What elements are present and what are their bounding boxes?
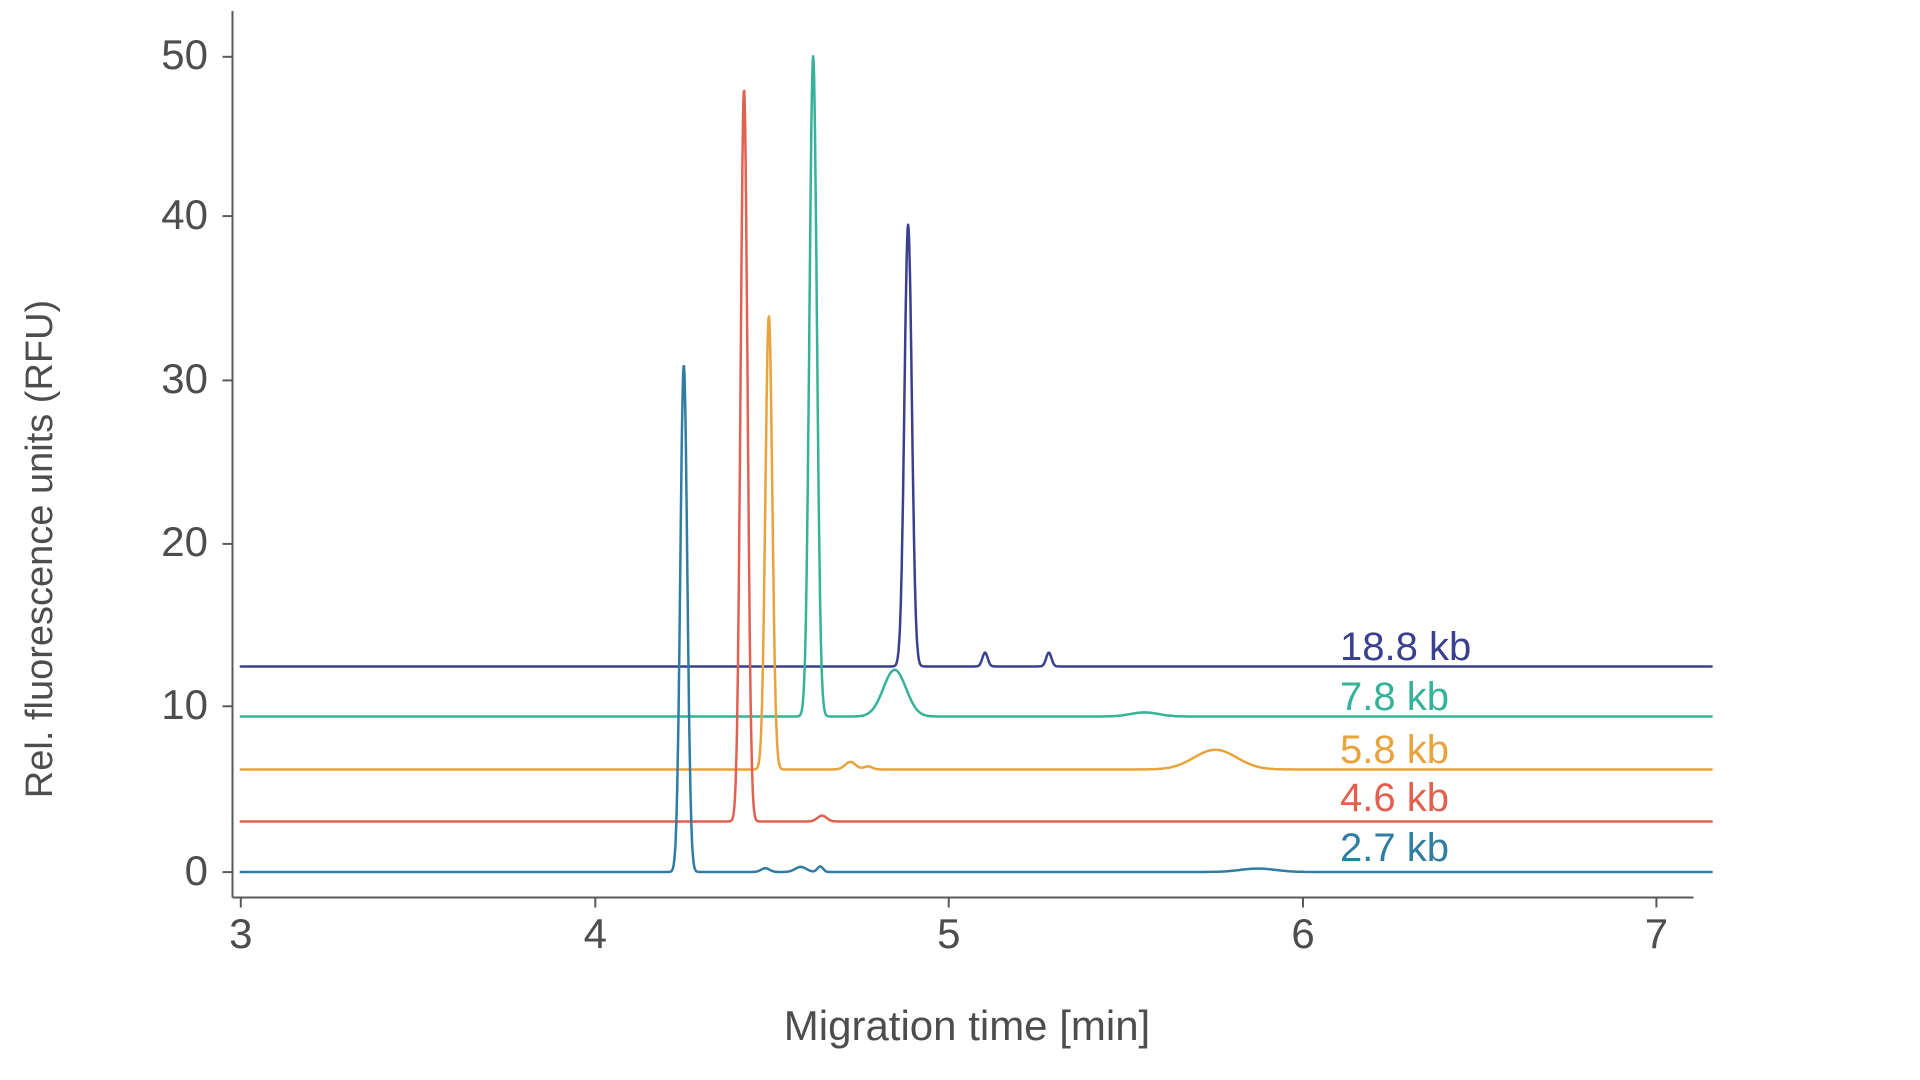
svg-text:18.8 kb: 18.8 kb [1340,625,1471,669]
svg-text:3: 3 [229,910,252,957]
svg-text:7.8 kb: 7.8 kb [1340,675,1449,719]
svg-text:50: 50 [161,31,208,78]
svg-text:4: 4 [584,910,607,957]
svg-text:Migration time [min]: Migration time [min] [784,1002,1150,1049]
svg-text:2.7 kb: 2.7 kb [1340,826,1449,870]
svg-text:40: 40 [161,191,208,238]
svg-text:4.6 kb: 4.6 kb [1340,776,1449,820]
svg-text:5.8 kb: 5.8 kb [1340,728,1449,772]
svg-text:10: 10 [161,681,208,728]
svg-text:Rel. fluorescence units (RFU): Rel. fluorescence units (RFU) [19,300,61,798]
svg-text:5: 5 [937,910,960,957]
svg-text:30: 30 [161,355,208,402]
svg-text:7: 7 [1645,910,1668,957]
svg-text:0: 0 [185,847,208,894]
svg-text:20: 20 [161,518,208,565]
svg-text:6: 6 [1291,910,1314,957]
